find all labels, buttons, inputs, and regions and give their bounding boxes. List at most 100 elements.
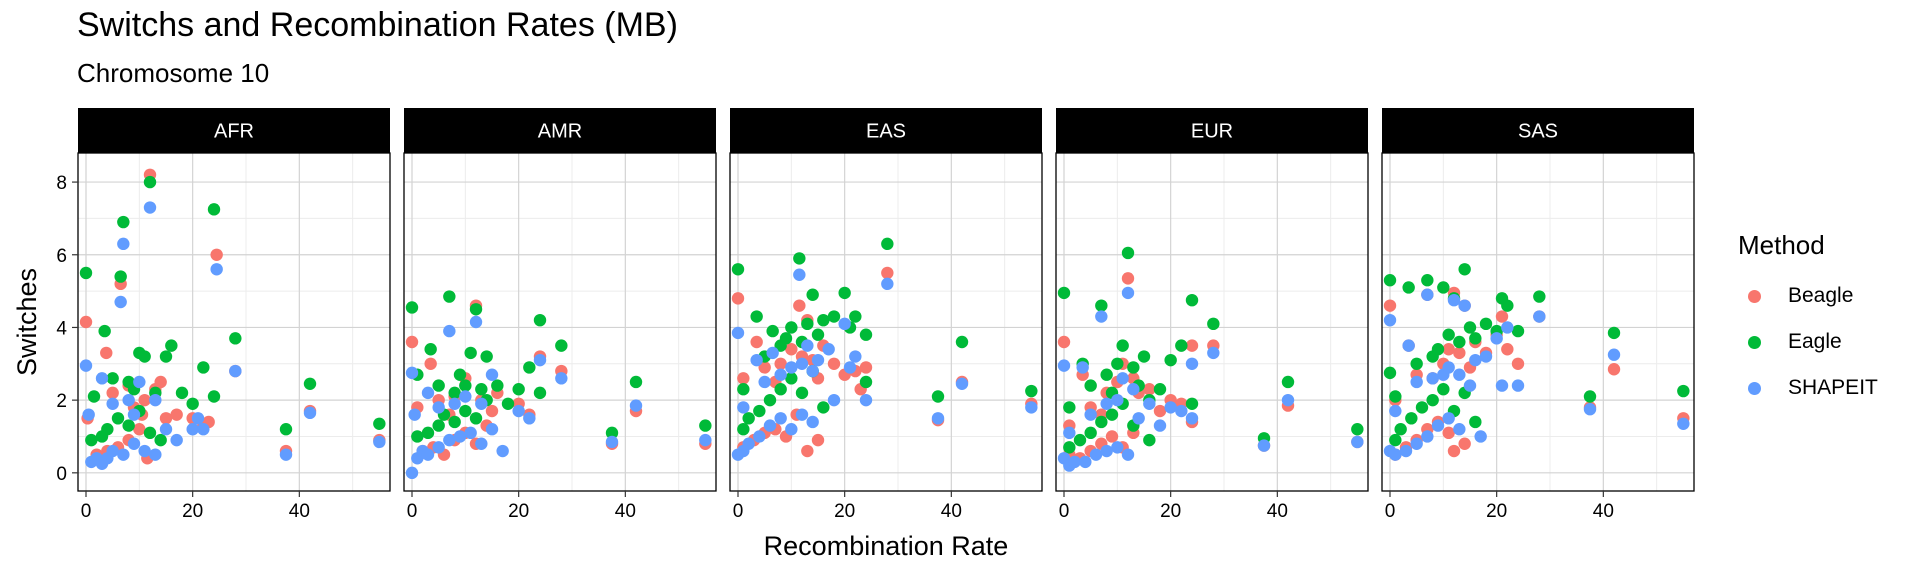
- point-sas-beagle: [1447, 444, 1461, 458]
- point-afr-eagle: [175, 386, 189, 400]
- facet-label-afr: AFR: [214, 121, 254, 143]
- point-eas-eagle: [737, 423, 750, 436]
- point-eas-eagle: [849, 310, 862, 323]
- point-amr-shapeit: [475, 397, 488, 410]
- point-eas-eagle: [763, 393, 777, 407]
- point-sas-shapeit: [1501, 321, 1514, 334]
- point-amr-shapeit: [421, 448, 435, 461]
- x-tick-label: 20: [508, 501, 529, 522]
- point-amr-shapeit: [408, 408, 421, 421]
- faceted-scatter-plot: AFR 0 20 40 0 2 4 6 8 AMR 0 20 40 EAS 0 20 40 EUR 0 20 40 SAS…: [12, 108, 1695, 561]
- point-afr-eagle: [143, 175, 157, 189]
- point-eur-shapeit: [1164, 401, 1177, 414]
- point-afr-shapeit: [149, 393, 162, 407]
- point-amr-eagle: [501, 397, 515, 410]
- point-amr-shapeit: [533, 353, 547, 367]
- point-eas-eagle: [774, 383, 787, 396]
- point-eas-eagle: [859, 328, 873, 341]
- x-tick-label: 0: [733, 501, 744, 522]
- point-eas-shapeit: [774, 412, 787, 425]
- point-amr-eagle: [459, 404, 472, 418]
- panel-border-amr: [403, 152, 717, 492]
- point-eas-shapeit: [795, 408, 809, 421]
- point-eas-eagle: [731, 263, 745, 276]
- point-eur-shapeit: [1175, 404, 1188, 418]
- point-eur-eagle: [1095, 299, 1108, 312]
- point-afr-shapeit: [303, 406, 317, 420]
- point-eur-shapeit: [1089, 448, 1103, 461]
- point-amr-shapeit: [555, 372, 568, 385]
- point-eur-shapeit: [1116, 372, 1129, 385]
- point-eur-shapeit: [1132, 412, 1145, 425]
- point-afr-beagle: [170, 408, 183, 421]
- point-eur-eagle: [1105, 408, 1119, 421]
- point-sas-eagle: [1389, 390, 1402, 403]
- point-amr-shapeit: [475, 437, 488, 450]
- point-afr-shapeit: [229, 364, 242, 378]
- point-eur-eagle: [1153, 383, 1167, 396]
- point-eur-beagle: [1185, 339, 1199, 352]
- point-eur-shapeit: [1084, 408, 1097, 421]
- point-sas-shapeit: [1463, 379, 1477, 392]
- point-eur-eagle: [1084, 379, 1097, 392]
- point-amr-shapeit: [432, 441, 445, 454]
- legend-label-beagle: Beagle: [1788, 284, 1854, 307]
- point-eas-eagle: [827, 310, 841, 323]
- panel-border-sas: [1381, 152, 1695, 492]
- point-afr-eagle: [106, 372, 119, 385]
- point-eur-eagle: [1095, 415, 1108, 429]
- point-eur-shapeit: [1351, 435, 1364, 449]
- point-eas-shapeit: [731, 326, 745, 340]
- point-eur-shapeit: [1207, 346, 1220, 360]
- point-eur-shapeit: [1063, 426, 1076, 440]
- point-eas-shapeit: [849, 350, 862, 363]
- point-sas-beagle: [1495, 310, 1509, 323]
- point-afr-eagle: [165, 339, 178, 352]
- point-eur-shapeit: [1127, 383, 1140, 396]
- point-afr-shapeit: [82, 408, 95, 421]
- point-amr-eagle: [533, 313, 547, 327]
- point-eur-shapeit: [1100, 444, 1113, 458]
- point-amr-shapeit: [469, 315, 483, 329]
- x-axis-title: Recombination Rate: [764, 531, 1009, 561]
- point-eur-eagle: [1185, 397, 1199, 410]
- point-afr-beagle: [154, 375, 167, 389]
- point-eas-eagle: [742, 412, 755, 425]
- point-afr-beagle: [210, 248, 223, 261]
- point-sas-eagle: [1437, 281, 1450, 294]
- point-sas-eagle: [1458, 263, 1471, 276]
- point-amr-eagle: [469, 303, 483, 316]
- point-eur-eagle: [1207, 317, 1220, 331]
- point-sas-beagle: [1607, 363, 1621, 376]
- point-eur-shapeit: [1185, 412, 1199, 425]
- point-sas-shapeit: [1442, 412, 1455, 425]
- point-sas-eagle: [1426, 393, 1439, 407]
- point-sas-shapeit: [1583, 403, 1597, 416]
- point-eas-eagle: [779, 332, 793, 345]
- point-amr-shapeit: [405, 466, 419, 480]
- point-sas-beagle: [1442, 426, 1455, 440]
- point-eas-shapeit: [742, 437, 755, 450]
- point-eas-beagle: [785, 343, 798, 356]
- point-amr-shapeit: [496, 444, 509, 458]
- point-amr-eagle: [411, 430, 424, 443]
- point-eas-shapeit: [785, 423, 798, 436]
- point-eas-shapeit: [806, 364, 819, 378]
- point-sas-eagle: [1405, 412, 1418, 425]
- point-eas-shapeit: [753, 430, 766, 443]
- point-eur-shapeit: [1111, 441, 1124, 454]
- point-sas-eagle: [1677, 384, 1690, 398]
- point-afr-shapeit: [117, 237, 130, 251]
- point-sas-shapeit: [1402, 339, 1415, 352]
- point-sas-shapeit: [1511, 379, 1525, 392]
- point-eur-shapeit: [1121, 286, 1135, 300]
- chart-subtitle: Chromosome 10: [77, 58, 270, 88]
- point-sas-eagle: [1453, 335, 1466, 349]
- facet-strip-afr: [78, 108, 390, 153]
- point-afr-shapeit: [143, 201, 157, 214]
- x-tick-label: 40: [289, 501, 310, 522]
- point-sas-shapeit: [1447, 293, 1461, 307]
- point-eas-beagle: [827, 357, 841, 370]
- point-eas-eagle: [793, 252, 806, 265]
- point-afr-eagle: [159, 350, 173, 363]
